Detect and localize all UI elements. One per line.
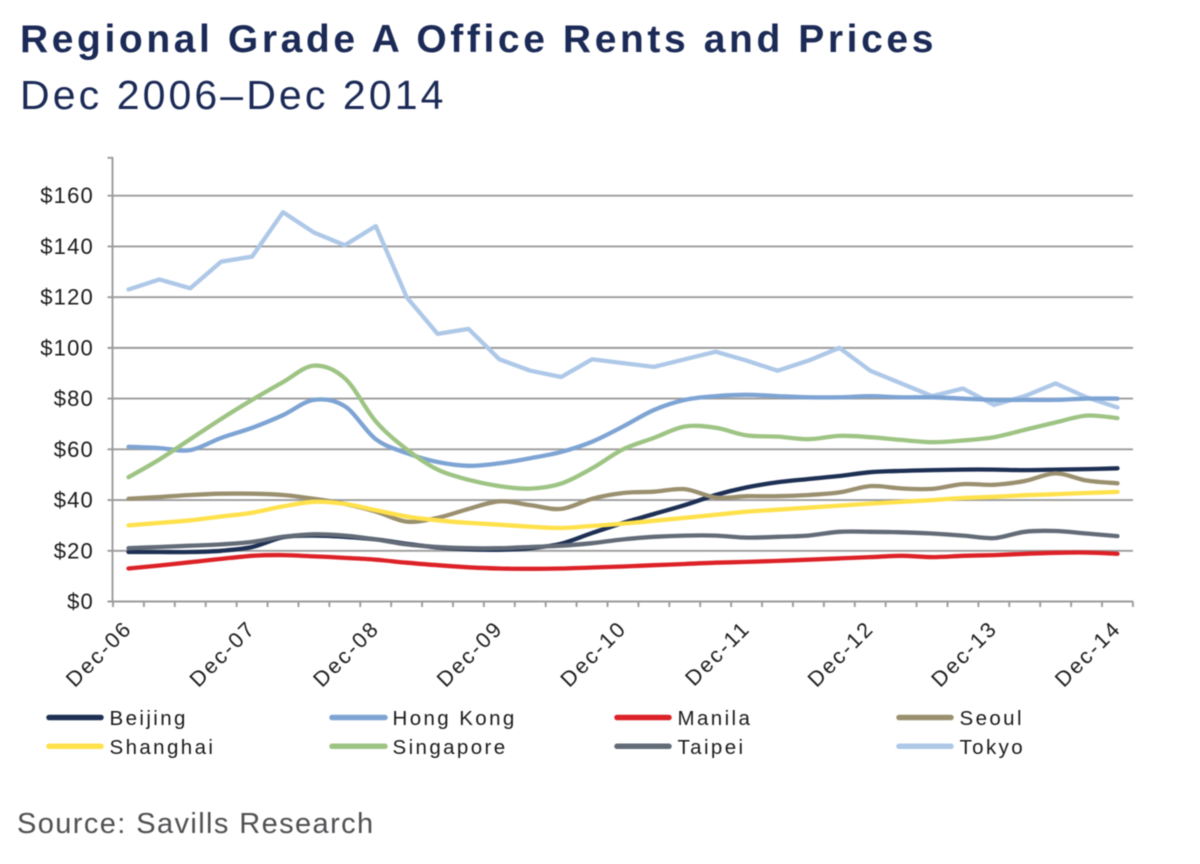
svg-text:$120: $120 bbox=[40, 285, 94, 310]
svg-text:$100: $100 bbox=[40, 335, 94, 360]
svg-text:$0: $0 bbox=[67, 589, 94, 614]
svg-text:Beijing: Beijing bbox=[110, 707, 188, 730]
svg-text:Dec-08: Dec-08 bbox=[309, 616, 385, 692]
svg-text:Dec-10: Dec-10 bbox=[556, 616, 632, 692]
svg-text:Tokyo: Tokyo bbox=[960, 736, 1026, 759]
svg-text:$20: $20 bbox=[54, 538, 94, 563]
svg-text:$40: $40 bbox=[54, 488, 94, 513]
svg-text:$160: $160 bbox=[40, 183, 94, 208]
svg-text:Taipei: Taipei bbox=[678, 736, 746, 759]
svg-text:$140: $140 bbox=[40, 234, 94, 259]
svg-text:Dec-07: Dec-07 bbox=[185, 616, 261, 692]
svg-text:Dec-12: Dec-12 bbox=[803, 616, 879, 692]
svg-text:Seoul: Seoul bbox=[960, 707, 1024, 730]
svg-text:Dec-09: Dec-09 bbox=[432, 616, 508, 692]
svg-text:Shanghai: Shanghai bbox=[110, 736, 216, 759]
svg-text:$80: $80 bbox=[54, 386, 94, 411]
svg-text:Singapore: Singapore bbox=[393, 736, 508, 759]
svg-text:Hong Kong: Hong Kong bbox=[393, 707, 517, 730]
svg-text:$60: $60 bbox=[54, 437, 94, 462]
svg-text:Dec-06: Dec-06 bbox=[61, 616, 137, 692]
svg-text:Manila: Manila bbox=[678, 707, 753, 730]
svg-text:Dec-14: Dec-14 bbox=[1050, 616, 1126, 692]
svg-text:Dec-13: Dec-13 bbox=[927, 616, 1003, 692]
svg-text:Dec-11: Dec-11 bbox=[681, 616, 756, 691]
